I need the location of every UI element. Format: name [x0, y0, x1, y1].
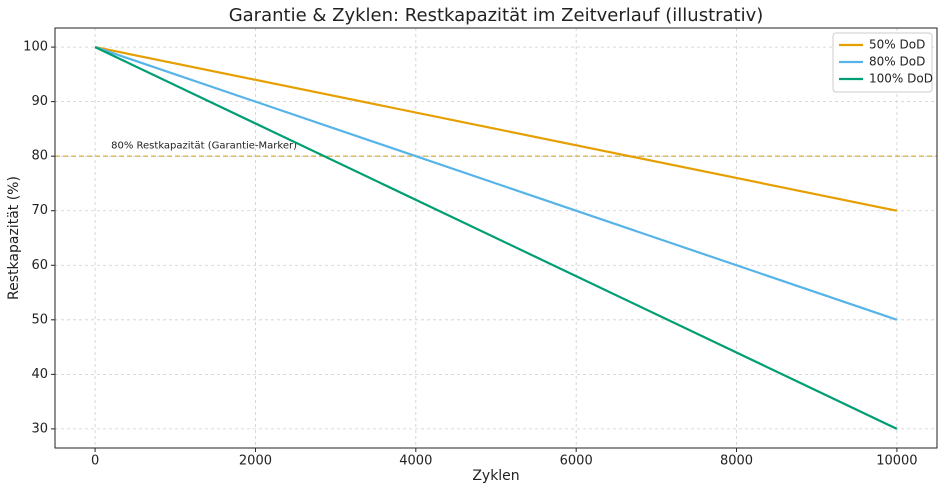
y-tick-label: 80 — [31, 149, 48, 164]
x-tick-label: 4000 — [399, 454, 432, 469]
y-axis-label: Restkapazität (%) — [6, 176, 22, 300]
series-line — [94, 46, 898, 321]
legend-box — [832, 32, 933, 93]
annotation: 80% Restkapazität (Garantie-Marker) — [111, 140, 297, 151]
legend-label: 100% DoD — [869, 72, 933, 86]
legend-label: 50% DoD — [869, 38, 925, 52]
x-tick-label: 2000 — [239, 454, 272, 469]
x-tick-label: 10000 — [876, 454, 917, 469]
chart-title: Garantie & Zyklen: Restkapazität im Zeit… — [229, 5, 764, 26]
y-tick-label: 50 — [31, 312, 48, 327]
x-tick-label: 0 — [91, 454, 99, 469]
legend-label: 80% DoD — [869, 55, 925, 69]
plot-frame — [54, 27, 938, 449]
x-axis-label: Zyklen — [472, 468, 519, 484]
x-tick-label: 8000 — [720, 454, 753, 469]
y-tick-label: 70 — [31, 203, 48, 218]
series-line — [94, 46, 898, 212]
y-tick-label: 60 — [31, 258, 48, 273]
y-tick-label: 100 — [23, 40, 48, 55]
y-tick-label: 90 — [31, 94, 48, 109]
series-line — [94, 46, 898, 430]
x-tick-label: 6000 — [560, 454, 593, 469]
y-tick-label: 30 — [31, 421, 48, 436]
legend: 50% DoD 80% DoD 100% DoD — [832, 32, 933, 93]
y-tick-label: 40 — [31, 367, 48, 382]
